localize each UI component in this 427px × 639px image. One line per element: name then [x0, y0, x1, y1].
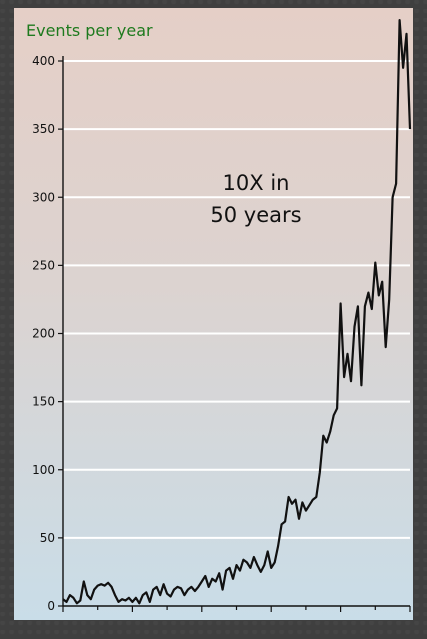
chart-panel: Events per year 0 50 100 150 200 250 300 350 400…	[14, 8, 413, 620]
x-tick-label-1980: 1980	[325, 618, 356, 620]
events-line-chart: Events per year 0 50 100 150 200 250 300 350 400…	[26, 19, 413, 620]
annotation-line-2: 50 years	[210, 203, 301, 227]
y-tick-label-350: 350	[32, 122, 55, 136]
x-tick-label-1940: 1940	[187, 618, 218, 620]
series-line-0	[62, 19, 412, 605]
x-tick-label-2000: 2000	[395, 618, 413, 620]
y-tick-label-250: 250	[32, 258, 55, 272]
grid-lines	[63, 60, 410, 539]
y-tick-label-300: 300	[32, 190, 55, 204]
x-tick-label-1900: 1900	[48, 618, 79, 620]
y-tick-label-400: 400	[32, 54, 55, 68]
y-tick-label-0: 0	[47, 599, 55, 613]
x-axis-ticks: 1900 1920 1940 1960 1980 2000	[48, 606, 413, 620]
y-tick-label-50: 50	[40, 531, 55, 545]
annotation-line-1: 10X in	[223, 171, 290, 195]
y-tick-label-200: 200	[32, 327, 55, 341]
y-tick-label-100: 100	[32, 463, 55, 477]
x-tick-label-1920: 1920	[117, 618, 148, 620]
series-group	[62, 19, 412, 605]
y-axis-ticks: 0 50 100 150 200 250 300 350 400	[32, 54, 63, 613]
y-tick-label-150: 150	[32, 395, 55, 409]
chart-title: Events per year	[26, 21, 153, 40]
x-tick-label-1960: 1960	[256, 618, 287, 620]
